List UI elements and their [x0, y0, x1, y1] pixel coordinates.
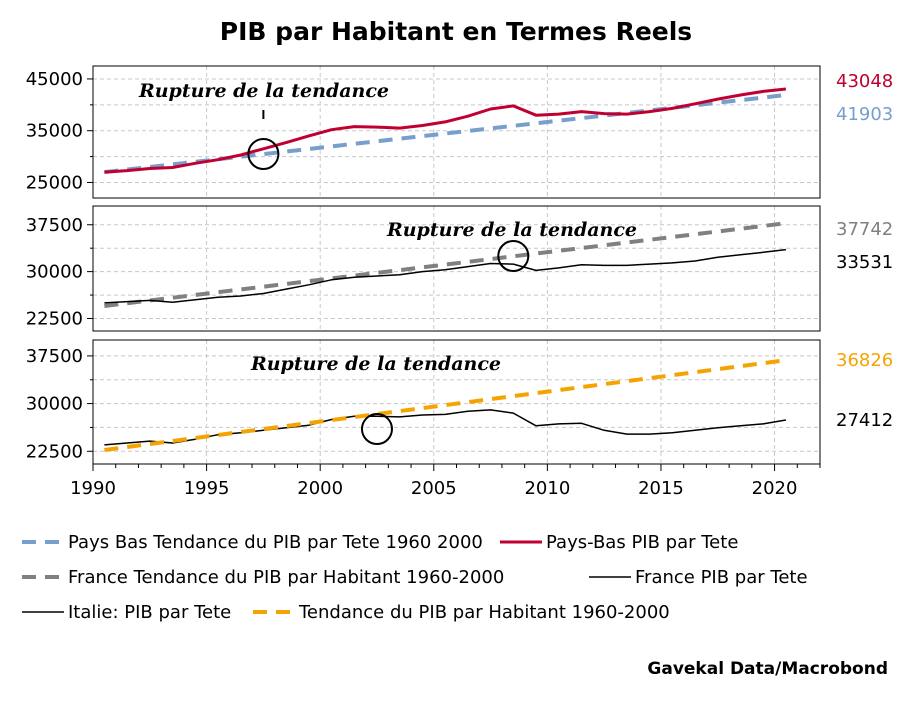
y-tick-label: 22500	[26, 309, 83, 330]
legend-label: Pays-Bas PIB par Tete	[546, 532, 738, 553]
trend-break-circle	[360, 413, 393, 446]
series-line	[104, 248, 786, 304]
panel-2: 22500 30000 37500 37742 33531 Rupture de la t…	[26, 205, 893, 332]
x-tick-label: 2000	[297, 478, 343, 499]
x-axis: 1990 1995 2000 2005 2010 2015 2020	[70, 464, 821, 499]
legend-item: Pays-Bas PIB par Tete	[500, 532, 738, 553]
legend-item: Italie: PIB par Tete	[22, 602, 231, 623]
chart-panels: 25000 35000 45000 43048 41903 Rupture de la t…	[26, 65, 893, 465]
end-value-label: 27412	[836, 410, 893, 431]
annotation-text: Rupture de la tendance	[138, 80, 389, 102]
legend-label: France PIB par Tete	[635, 567, 808, 588]
x-tick-label: 1995	[184, 478, 230, 499]
y-tick-label: 22500	[26, 441, 83, 462]
panel-3: 22500 30000 37500 36826 27412 Rupture de la t…	[26, 339, 893, 465]
y-tick-label: 37500	[26, 215, 83, 236]
annotation-text: Rupture de la tendance	[250, 353, 501, 375]
panel-frame	[92, 65, 821, 199]
x-tick-label: 1990	[70, 478, 116, 499]
end-value-label: 43048	[836, 71, 893, 92]
legend-label: Pays Bas Tendance du PIB par Tete 1960 2…	[68, 532, 483, 553]
legend-item: France Tendance du PIB par Habitant 1960…	[22, 567, 504, 588]
source-label: Gavekal Data/Macrobond	[647, 659, 888, 679]
end-value-label: 41903	[836, 104, 893, 125]
end-value-label: 33531	[836, 252, 893, 273]
series-line	[104, 87, 787, 174]
y-tick-label: 30000	[26, 394, 83, 415]
y-tick-label: 25000	[26, 172, 83, 193]
legend-label: France Tendance du PIB par Habitant 1960…	[68, 567, 504, 588]
legend-item: France PIB par Tete	[589, 567, 808, 588]
end-value-label: 36826	[836, 350, 893, 371]
x-tick-label: 2015	[638, 478, 684, 499]
chart-title: PIB par Habitant en Termes Reels	[220, 17, 692, 46]
panel-1: 25000 35000 45000 43048 41903 Rupture de la t…	[26, 65, 893, 199]
y-tick-label: 45000	[26, 69, 83, 90]
legend-item: Tendance du PIB par Habitant 1960-2000	[253, 602, 670, 623]
x-tick-label: 2010	[524, 478, 570, 499]
x-tick-label: 2005	[411, 478, 457, 499]
y-tick-label: 35000	[26, 121, 83, 142]
end-value-label: 37742	[836, 219, 893, 240]
y-tick-label: 37500	[26, 346, 83, 367]
legend-label: Tendance du PIB par Habitant 1960-2000	[298, 602, 670, 623]
x-tick-label: 2020	[752, 478, 798, 499]
annotation-text: Rupture de la tendance	[386, 219, 637, 241]
trend-break-circle	[497, 240, 530, 272]
legend-label: Italie: PIB par Tete	[68, 602, 231, 623]
y-tick-label: 30000	[26, 262, 83, 283]
series-line	[104, 409, 787, 446]
legend: Pays Bas Tendance du PIB par Tete 1960 2…	[22, 532, 808, 623]
trend-break-circle	[247, 138, 280, 170]
legend-item: Pays Bas Tendance du PIB par Tete 1960 2…	[22, 532, 483, 553]
panel-frame	[92, 205, 821, 332]
